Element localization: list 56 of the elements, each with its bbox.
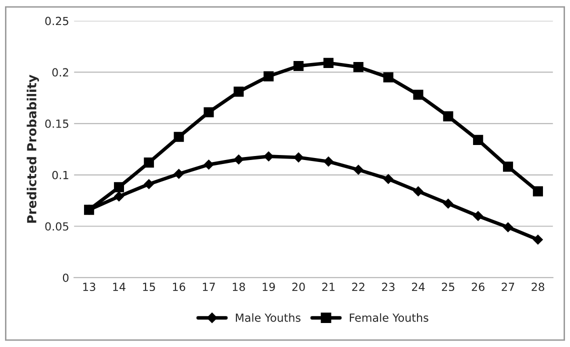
- point: [294, 60, 304, 72]
- x-tick-label: 20: [292, 282, 305, 292]
- x-tick-label: 17: [202, 282, 215, 291]
- y-tick-label: 0.1: [52, 170, 68, 180]
- point: [413, 90, 424, 100]
- y-tick-label: 0.15: [45, 120, 68, 128]
- point: [294, 152, 304, 162]
- point: [473, 134, 484, 145]
- x-tick-label: 25: [442, 282, 454, 292]
- point: [114, 182, 124, 192]
- point: [84, 204, 94, 215]
- x-tick-label: 28: [532, 282, 544, 292]
- x-tick-label: 18: [232, 282, 245, 292]
- point: [473, 211, 484, 221]
- point: [264, 71, 274, 82]
- legend-label: Male Youths: [236, 313, 300, 322]
- x-tick-label: 16: [172, 282, 186, 292]
- point: [204, 160, 214, 170]
- point: [383, 72, 394, 82]
- point: [532, 186, 543, 196]
- point: [174, 168, 184, 179]
- point: [234, 154, 244, 164]
- point: [443, 198, 454, 209]
- point: [324, 156, 334, 166]
- x-tick-label: 19: [262, 282, 275, 292]
- x-tick-label: 15: [143, 282, 156, 292]
- x-tick-label: 13: [83, 282, 96, 292]
- x-tick-label: 21: [322, 282, 335, 291]
- point: [174, 132, 184, 142]
- point: [502, 162, 514, 172]
- x-tick-label: 23: [382, 282, 394, 292]
- point: [114, 192, 124, 202]
- point: [413, 186, 424, 196]
- x-tick-label: 27: [502, 282, 514, 291]
- legend-label: Female Youths: [350, 313, 428, 322]
- x-tick-label: 24: [412, 282, 425, 291]
- point: [353, 62, 364, 72]
- point: [443, 111, 454, 122]
- y-tick-label: 0.2: [52, 68, 68, 77]
- x-tick-label: 14: [113, 282, 126, 291]
- point: [353, 164, 364, 175]
- x-tick-label: 22: [352, 282, 364, 291]
- y-tick-label: 0.25: [45, 16, 68, 26]
- y-axis-title: Predicted Probability: [26, 74, 39, 223]
- point: [503, 222, 513, 232]
- y-tick-label: 0: [62, 274, 68, 282]
- point: [234, 86, 244, 97]
- point: [533, 234, 543, 245]
- point: [144, 179, 154, 190]
- point: [264, 151, 274, 162]
- y-tick-label: 0.05: [45, 222, 68, 231]
- point: [144, 158, 154, 168]
- point: [383, 174, 394, 184]
- point: [204, 107, 214, 118]
- x-tick-label: 26: [472, 282, 484, 292]
- point: [323, 58, 334, 68]
